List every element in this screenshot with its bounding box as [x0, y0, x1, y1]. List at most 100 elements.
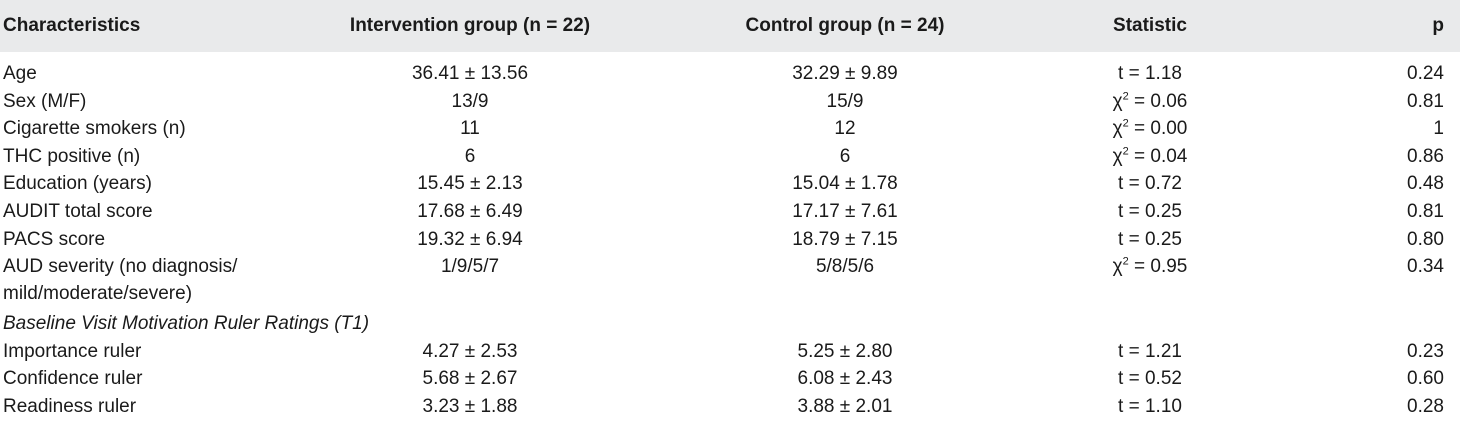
- statistic-prefix: χ: [1112, 90, 1123, 112]
- statistic-superscript: 2: [1122, 117, 1129, 130]
- statistic-value: 1.10: [1144, 395, 1182, 417]
- statistic-prefix: t =: [1118, 228, 1145, 250]
- intervention-cell: 36.41 ± 13.56: [411, 63, 529, 84]
- table-row: PACS score 19.32 ± 6.94 18.79 ± 7.15 t = 0.…: [0, 226, 1460, 254]
- header-row: Characteristics Intervention group (n = …: [0, 0, 1460, 52]
- table-row: AUD severity (no diagnosis/ mild/moderat…: [0, 253, 1460, 308]
- statistic-cell: t = 1.21: [1060, 338, 1240, 366]
- table-row: Confidence ruler 5.68 ± 2.67 6.08 ± 2.43 t …: [0, 365, 1460, 393]
- intervention-cell: 4.27 ± 2.53: [422, 340, 518, 362]
- control-cell: 15.04 ± 1.78: [792, 173, 898, 195]
- header-statistic: Statistic: [1113, 15, 1187, 36]
- statistic-prefix: χ: [1112, 118, 1123, 140]
- header-intervention: Intervention group (n = 22): [349, 15, 591, 36]
- row-label: THC positive (n): [3, 145, 141, 167]
- intervention-cell: 15.45 ± 2.13: [417, 173, 523, 195]
- p-value-cell: 0.24: [1407, 63, 1444, 84]
- intervention-cell: 5.68 ± 2.67: [422, 368, 518, 390]
- statistic-cell: χ2 = 0.95: [1060, 253, 1240, 308]
- table-row: Education (years) 15.45 ± 2.13 15.04 ± 1.7…: [0, 170, 1460, 198]
- statistic-prefix: t =: [1118, 63, 1145, 84]
- section-header-row: Baseline Visit Motivation Ruler Ratings …: [0, 308, 1460, 338]
- p-value-cell: 0.81: [1407, 90, 1444, 112]
- intervention-cell: 17.68 ± 6.49: [417, 200, 523, 222]
- p-value-cell: 0.81: [1407, 200, 1444, 222]
- statistic-cell: t = 0.25: [1060, 226, 1240, 254]
- statistic-prefix: t =: [1118, 368, 1145, 390]
- statistic-prefix: t =: [1118, 173, 1145, 195]
- row-label: Sex (M/F): [3, 90, 87, 112]
- statistic-cell: t = 0.25: [1060, 198, 1240, 226]
- table-row: Readiness ruler 3.23 ± 1.88 3.88 ± 2.01 t =…: [0, 393, 1460, 421]
- control-cell: 3.88 ± 2.01: [797, 395, 893, 417]
- statistic-value: 0.52: [1144, 368, 1182, 390]
- row-label: Readiness ruler: [3, 395, 137, 417]
- statistic-superscript: 2: [1122, 90, 1129, 103]
- control-cell: 18.79 ± 7.15: [792, 228, 898, 250]
- p-value-cell: 1: [1433, 118, 1444, 140]
- table-row: Cigarette smokers (n) 11 12 χ2 = 0.00 1: [0, 115, 1460, 143]
- statistic-cell: χ2 = 0.04: [1060, 143, 1240, 171]
- statistic-value: = 0.06: [1128, 90, 1188, 112]
- row-label: PACS score: [3, 228, 106, 250]
- control-cell: 15/9: [826, 90, 864, 112]
- row-label: Confidence ruler: [3, 368, 143, 390]
- statistic-cell: t = 1.10: [1060, 393, 1240, 421]
- row-label: AUD severity (no diagnosis/ mild/moderat…: [3, 256, 238, 305]
- row-label: Cigarette smokers (n): [3, 118, 186, 140]
- control-cell: 32.29 ± 9.89: [792, 63, 898, 84]
- p-value-cell: 0.48: [1407, 173, 1444, 195]
- intervention-cell: 6: [464, 145, 476, 167]
- control-cell: 17.17 ± 7.61: [792, 200, 898, 222]
- row-label: AUDIT total score: [3, 200, 153, 222]
- table-row: Sex (M/F) 13/9 15/9 χ2 = 0.06 0.81: [0, 88, 1460, 116]
- table-row: AUDIT total score 17.68 ± 6.49 17.17 ± 7.6…: [0, 198, 1460, 226]
- statistic-cell: χ2 = 0.06: [1060, 88, 1240, 116]
- intervention-cell: 13/9: [451, 90, 489, 112]
- statistic-value: 1.21: [1144, 340, 1182, 362]
- row-label: Age: [3, 63, 37, 84]
- statistic-value: 1.18: [1144, 63, 1182, 84]
- intervention-cell: 19.32 ± 6.94: [417, 228, 523, 250]
- header-control: Control group (n = 24): [745, 15, 945, 36]
- statistic-value: 0.25: [1144, 228, 1182, 250]
- p-value-cell: 0.86: [1407, 145, 1444, 167]
- statistic-superscript: 2: [1122, 145, 1129, 158]
- intervention-cell: 1/9/5/7: [440, 256, 500, 278]
- statistic-value: = 0.95: [1128, 256, 1188, 278]
- statistic-prefix: t =: [1118, 200, 1145, 222]
- statistic-superscript: 2: [1122, 255, 1129, 268]
- p-value-cell: 0.60: [1407, 368, 1444, 390]
- table-row: Age 36.41 ± 13.56 32.29 ± 9.89 t = 1.18 0.24: [0, 52, 1460, 88]
- p-value-cell: 0.23: [1407, 340, 1444, 362]
- statistic-cell: χ2 = 0.00: [1060, 115, 1240, 143]
- section-title: Baseline Visit Motivation Ruler Ratings …: [3, 313, 370, 335]
- row-label: Education (years): [3, 173, 152, 195]
- control-cell: 6: [839, 145, 851, 167]
- statistic-cell: t = 1.18: [1060, 52, 1240, 88]
- control-cell: 6.08 ± 2.43: [797, 368, 893, 390]
- p-value-cell: 0.28: [1407, 395, 1444, 417]
- control-cell: 5.25 ± 2.80: [797, 340, 893, 362]
- control-cell: 12: [834, 118, 856, 140]
- statistic-value: = 0.04: [1128, 145, 1188, 167]
- p-value-cell: 0.80: [1407, 228, 1444, 250]
- statistic-prefix: χ: [1112, 145, 1123, 167]
- statistic-value: 0.25: [1144, 200, 1182, 222]
- statistic-value: = 0.00: [1128, 118, 1188, 140]
- statistic-prefix: χ: [1112, 256, 1123, 278]
- control-cell: 5/8/5/6: [815, 256, 875, 278]
- statistic-prefix: t =: [1118, 340, 1145, 362]
- table-row: THC positive (n) 6 6 χ2 = 0.04 0.86: [0, 143, 1460, 171]
- header-p: p: [1432, 15, 1444, 36]
- p-value-cell: 0.34: [1407, 256, 1444, 278]
- statistic-prefix: t =: [1118, 395, 1145, 417]
- statistic-cell: t = 0.52: [1060, 365, 1240, 393]
- statistic-cell: t = 0.72: [1060, 170, 1240, 198]
- intervention-cell: 3.23 ± 1.88: [422, 395, 518, 417]
- statistic-value: 0.72: [1144, 173, 1182, 195]
- intervention-cell: 11: [460, 118, 480, 140]
- header-characteristics: Characteristics: [3, 15, 141, 36]
- table-row: Importance ruler 4.27 ± 2.53 5.25 ± 2.80 t …: [0, 338, 1460, 366]
